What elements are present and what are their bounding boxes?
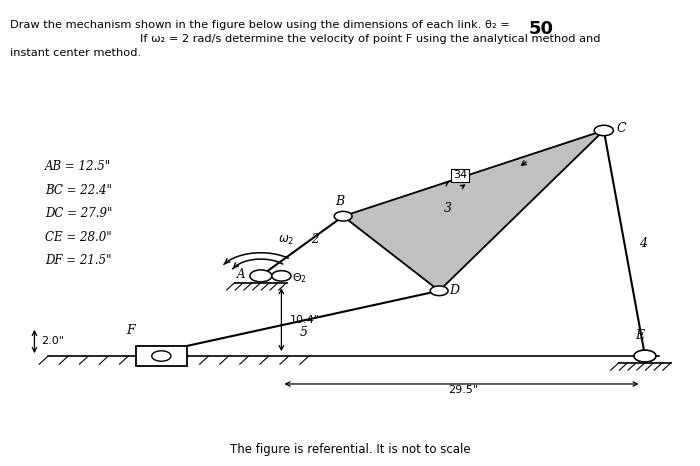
Text: The figure is referential. It is not to scale: The figure is referential. It is not to … (230, 443, 470, 456)
Text: 50: 50 (528, 20, 554, 38)
Text: 10.4": 10.4" (290, 315, 320, 325)
Text: D: D (449, 284, 459, 297)
Text: BC = 22.4": BC = 22.4" (45, 184, 111, 197)
Text: 3: 3 (444, 202, 452, 215)
Text: Draw the mechanism shown in the figure below using the dimensions of each link. : Draw the mechanism shown in the figure b… (10, 20, 514, 29)
Text: F: F (126, 324, 135, 336)
Text: 2.0": 2.0" (41, 336, 64, 347)
Text: AB = 12.5": AB = 12.5" (45, 160, 111, 173)
Text: 2: 2 (311, 233, 318, 246)
Circle shape (152, 351, 171, 361)
Text: 29.5": 29.5" (448, 385, 478, 396)
Circle shape (430, 286, 448, 295)
Text: B: B (335, 195, 344, 208)
Polygon shape (343, 130, 604, 291)
Bar (136, 346, 187, 366)
Text: DC = 27.9": DC = 27.9" (45, 207, 112, 220)
Text: E: E (635, 329, 644, 342)
Text: 34: 34 (453, 170, 467, 180)
Text: CE = 28.0": CE = 28.0" (45, 231, 111, 244)
Circle shape (634, 350, 656, 362)
Circle shape (334, 212, 352, 221)
Text: 4: 4 (640, 237, 648, 250)
Text: 5: 5 (300, 326, 308, 339)
Circle shape (594, 125, 613, 136)
Text: DF = 21.5": DF = 21.5" (45, 254, 111, 267)
Text: instant center method.: instant center method. (10, 48, 141, 57)
Text: If ω₂ = 2 rad/s determine the velocity of point F using the analytical method an: If ω₂ = 2 rad/s determine the velocity o… (140, 34, 601, 43)
Text: A: A (237, 267, 246, 281)
Text: $\omega_2$: $\omega_2$ (278, 234, 294, 247)
Circle shape (272, 271, 291, 281)
Circle shape (250, 270, 272, 282)
Text: $\Theta_2$: $\Theta_2$ (293, 271, 307, 285)
Text: 6: 6 (169, 350, 177, 363)
Text: C: C (616, 122, 626, 135)
